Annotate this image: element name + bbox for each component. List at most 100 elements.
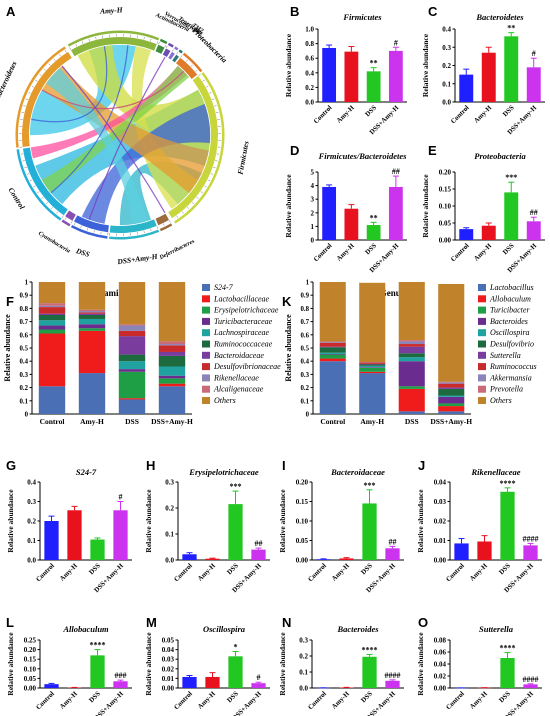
y-tick-label: 0.03	[434, 498, 447, 506]
significance-label: **	[370, 213, 378, 222]
bar-DSS+Amy-H	[523, 684, 538, 688]
segment-S24-7	[38, 386, 66, 414]
scale-tick	[198, 74, 201, 76]
chart-title: Rikenellaceae	[470, 467, 520, 477]
legend-label: Desulfovibrio	[489, 340, 534, 349]
legend-swatch	[478, 295, 486, 303]
bar-DSS	[362, 656, 377, 688]
y-tick-label: 0.02	[434, 673, 447, 681]
segment-Ruminococcaceae	[158, 355, 186, 367]
bar-DSS+Amy-H	[385, 548, 400, 560]
scale-tick	[162, 223, 165, 226]
legend-swatch	[478, 317, 486, 325]
segment-Ruminococcus	[438, 383, 465, 388]
y-tick-label: 0.03	[162, 656, 175, 664]
scale-tick	[169, 220, 171, 223]
legend-label: Bacteroidaceae	[214, 351, 264, 360]
scale-tick	[95, 36, 97, 40]
panel-O: O Sutterella Relative abundance 0.00 0.02 0.0…	[416, 615, 542, 716]
significance-label: **	[507, 24, 515, 33]
scale-tick	[80, 225, 82, 229]
segment-Oscillospira	[359, 365, 386, 368]
segment-S24-7	[118, 399, 146, 414]
y-tick-label: 0.4	[20, 359, 29, 366]
significance-label: ##	[530, 208, 538, 217]
bar-Control	[182, 676, 197, 688]
segment-arc	[21, 51, 72, 147]
y-tick-label: 0	[306, 412, 310, 419]
bar-Control	[44, 521, 59, 560]
chart-title: Bacteroides	[336, 624, 379, 634]
y-tick-label: 0.20	[439, 169, 452, 177]
segment-Bacteroides	[359, 367, 386, 368]
scale-tick	[172, 49, 174, 52]
segment-arc	[73, 215, 109, 233]
chord-ribbon	[45, 67, 149, 225]
bar-Control	[322, 186, 337, 240]
legend-swatch	[202, 363, 210, 371]
chord-link	[41, 70, 185, 110]
y-tick-label: 0.00	[24, 685, 37, 693]
panel-L: L Allobaculum Relative abundance 0.00 0.05 0.…	[6, 615, 132, 716]
chart-title: Bacteroidaceae	[330, 467, 385, 477]
x-tick-label: DSS	[88, 562, 102, 576]
legend-label: Lactobacillus	[489, 283, 534, 292]
scale-tick	[209, 92, 212, 94]
x-tick-label: Amy-H	[469, 690, 490, 711]
x-tick-label: DSS	[405, 417, 419, 426]
segment-Erysipelotrichaceae	[78, 328, 106, 331]
y-tick-label: 3	[311, 196, 315, 204]
y-axis-label: Relative abundance	[278, 632, 287, 696]
x-tick-label: DSS	[125, 417, 139, 426]
panel-letter: D	[290, 143, 299, 158]
y-tick-label: 0.0	[305, 99, 314, 107]
x-tick-label: Control	[35, 562, 56, 583]
segment-S24-7	[158, 386, 186, 414]
legend-swatch	[202, 329, 210, 337]
significance-label: ##	[389, 537, 397, 546]
segment-Allobaculum	[438, 406, 465, 412]
y-tick-label: 0.10	[24, 665, 37, 673]
segment-Prevotella	[438, 381, 465, 383]
segment-Turicibacter	[398, 386, 425, 389]
y-tick-label: 0.9	[20, 293, 29, 300]
y-tick-label: 0.04	[162, 646, 175, 654]
segment-Allobaculum	[398, 388, 425, 412]
x-tick-label: Control	[313, 242, 334, 263]
scale-tick	[176, 215, 179, 218]
x-tick-label: DSS	[502, 242, 516, 256]
bar-DSS+Amy-H	[251, 683, 266, 688]
scale-tick	[206, 85, 209, 88]
significance-label: ####	[385, 671, 401, 680]
y-tick-label: 0.4	[27, 479, 36, 487]
chart-title: Oscillospira	[203, 624, 246, 634]
significance-label: *	[234, 643, 238, 652]
y-tick-label: 0.7	[20, 319, 29, 326]
scale-tick	[24, 166, 27, 169]
significance-label: ####	[523, 534, 539, 543]
y-tick-label: 0.2	[27, 518, 36, 526]
y-tick-label: 0.00	[296, 557, 309, 565]
y-tick-label: 0	[311, 237, 315, 245]
legend-label: Lactobacillaceae	[213, 294, 270, 303]
y-tick-label: 0.8	[301, 306, 310, 313]
panel-letter: G	[6, 458, 16, 473]
y-tick-label: 0.1	[299, 669, 308, 677]
chord-ribbon	[81, 103, 211, 224]
scale-tick	[75, 44, 78, 47]
legend-swatch	[478, 329, 486, 337]
y-axis-label: Relative abundance	[6, 632, 15, 696]
scale-tick	[86, 228, 89, 231]
bar-Amy-H	[481, 225, 496, 240]
panel-letter: L	[6, 615, 14, 630]
legend-swatch	[478, 374, 486, 382]
chord-link	[61, 65, 166, 214]
segment-Sutterella	[359, 363, 386, 365]
x-tick-label: Control	[173, 562, 194, 583]
legend-label: Rikenellaceae	[213, 373, 259, 382]
bar-DSS+Amy-H	[113, 681, 128, 688]
panel-letter: J	[418, 458, 425, 473]
segment-Desulfovibrio	[359, 364, 386, 366]
scale-tick	[176, 52, 179, 55]
scale-tick	[143, 230, 145, 234]
